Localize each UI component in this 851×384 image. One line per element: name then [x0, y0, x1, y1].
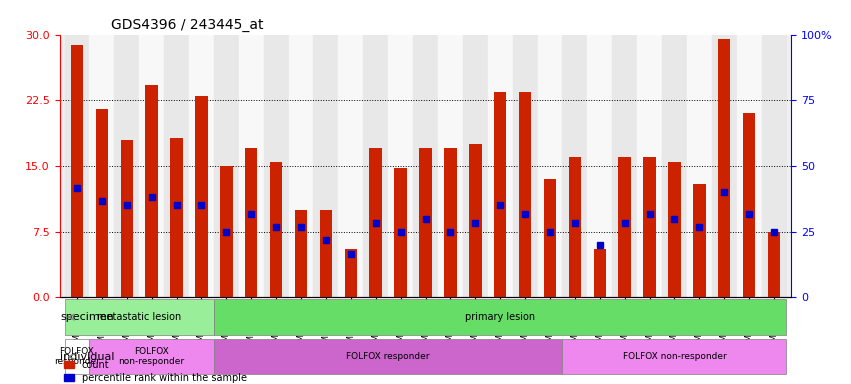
FancyBboxPatch shape [65, 339, 89, 374]
FancyBboxPatch shape [563, 339, 786, 374]
Bar [270, 162, 283, 298]
FancyBboxPatch shape [214, 339, 563, 374]
Bar [762, 35, 786, 298]
Text: individual: individual [60, 352, 115, 362]
Bar [239, 35, 264, 298]
Bar [420, 149, 431, 298]
Text: FOLFOX
non-responder: FOLFOX non-responder [118, 347, 185, 366]
Bar [668, 162, 681, 298]
Bar [488, 35, 512, 298]
Bar [587, 35, 612, 298]
Bar [214, 35, 239, 298]
Bar [140, 35, 164, 298]
Bar [693, 184, 705, 298]
Bar [189, 35, 214, 298]
Bar [512, 35, 538, 298]
Bar [264, 35, 288, 298]
Bar [220, 166, 232, 298]
Bar [345, 249, 357, 298]
Text: specimen: specimen [60, 312, 114, 322]
Bar [563, 35, 587, 298]
Text: FOLFOX
responder: FOLFOX responder [54, 347, 100, 366]
Text: primary lesion: primary lesion [465, 312, 535, 322]
Bar [164, 35, 189, 298]
FancyBboxPatch shape [65, 300, 214, 335]
FancyBboxPatch shape [89, 339, 214, 374]
Bar [339, 35, 363, 298]
Bar [444, 149, 457, 298]
Bar [71, 45, 83, 298]
Bar [320, 210, 332, 298]
Bar [637, 35, 662, 298]
Bar [612, 35, 637, 298]
Bar [413, 35, 438, 298]
Bar [121, 140, 133, 298]
Bar [544, 179, 557, 298]
Bar [146, 84, 158, 298]
Bar [288, 35, 313, 298]
Bar [438, 35, 463, 298]
Bar [687, 35, 711, 298]
Bar [313, 35, 339, 298]
Bar [711, 35, 737, 298]
Bar [294, 210, 307, 298]
Bar [519, 91, 531, 298]
Bar [662, 35, 687, 298]
Bar [170, 138, 183, 298]
Bar [494, 91, 506, 298]
Bar [114, 35, 140, 298]
Legend: count, percentile rank within the sample: count, percentile rank within the sample [65, 360, 247, 383]
Bar [538, 35, 563, 298]
Bar [768, 232, 780, 298]
Bar [65, 35, 89, 298]
Bar [643, 157, 656, 298]
Bar [593, 249, 606, 298]
Bar [388, 35, 413, 298]
Bar [95, 109, 108, 298]
Bar [737, 35, 762, 298]
Bar [619, 157, 631, 298]
Text: metastatic lesion: metastatic lesion [97, 312, 181, 322]
Bar [568, 157, 581, 298]
Bar [89, 35, 114, 298]
Bar [369, 149, 382, 298]
FancyBboxPatch shape [214, 300, 786, 335]
Bar [363, 35, 388, 298]
Text: FOLFOX responder: FOLFOX responder [346, 352, 430, 361]
Text: GDS4396 / 243445_at: GDS4396 / 243445_at [111, 18, 263, 32]
Bar [245, 149, 258, 298]
Bar [463, 35, 488, 298]
Bar [743, 113, 756, 298]
Text: FOLFOX non-responder: FOLFOX non-responder [623, 352, 726, 361]
Bar [195, 96, 208, 298]
Bar [394, 168, 407, 298]
Bar [469, 144, 482, 298]
Bar [718, 39, 730, 298]
